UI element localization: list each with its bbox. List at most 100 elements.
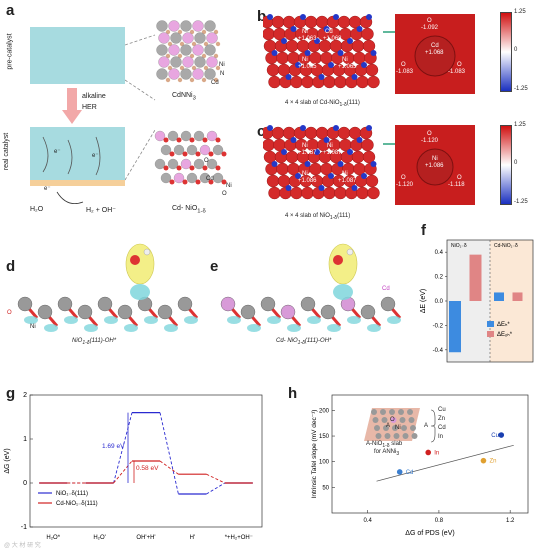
reaction-left: H₂O (30, 206, 44, 213)
colorbar-b-max: 1.25 (514, 9, 526, 15)
h-point-label: Cd (406, 470, 414, 476)
h-point (498, 432, 505, 438)
inset-legend-zn: Zn (438, 416, 446, 422)
alkaline-label: alkaline (82, 93, 106, 100)
f-ytick-label: 0.0 (435, 299, 444, 305)
charge-c-val4: +1.087 (338, 178, 357, 184)
electron-flow-arrows (42, 136, 101, 176)
f-ytick-label: 0.2 (435, 275, 444, 281)
h-xlabel: ΔG of PDS (eV) (405, 530, 454, 537)
inset-caption-2: for ANNi3 (374, 449, 400, 458)
crystal-cd-label-2: Cd (206, 176, 214, 182)
inset-a-label: A (424, 423, 429, 429)
panel-d-letter: d (6, 258, 16, 275)
charge-c-val3: +1.086 (298, 178, 317, 184)
f-group-label: NiO₁₋δ (451, 243, 467, 249)
h-point (425, 449, 432, 456)
panel-b-letter: b (257, 8, 267, 25)
f-legend-label: ΔEₒₕ* (497, 332, 513, 338)
g-ylabel: ΔG (eV) (4, 448, 11, 473)
crystal-n-label: N (220, 71, 225, 77)
d-ni-label: Ni (30, 324, 36, 330)
real-catalyst-box (30, 127, 125, 184)
colorbar-c-min: -1.25 (514, 199, 528, 205)
g-xtick-label: H₂O* (46, 535, 60, 541)
e-cd-label: Cd (382, 286, 390, 292)
panel-h-letter: h (288, 385, 298, 402)
h-fit-line (376, 444, 514, 482)
zoom-b-val4: -1.083 (448, 69, 466, 75)
pre-catalyst-label: pre-catalyst (6, 33, 14, 70)
f-group-label: Cd-NiO₁₋δ (494, 243, 518, 249)
h-xtick-label: 0.4 (363, 518, 372, 524)
h-ylabel: Intrinsic Tafel slope (mV dec⁻¹) (311, 410, 318, 499)
f-legend-swatch (487, 321, 494, 327)
f-ytick-label: -0.4 (433, 348, 444, 354)
cd-nio-crystal (154, 130, 227, 185)
charge-c-ni3: Ni (302, 171, 308, 177)
zoom-c-o2: O (401, 175, 406, 181)
zoom-b-o1: O (427, 18, 432, 24)
zoom-b-val2: +1.068 (425, 50, 444, 56)
g-legend-label: Cd-NiO₁₋δ(111) (56, 501, 98, 507)
inset-legend-cd: Cd (438, 425, 446, 431)
crystal-cd-label: Cd (211, 80, 219, 86)
d-caption: NiO1-δ(111)-OH* (72, 338, 117, 347)
h-point (480, 457, 487, 464)
h-point-label: Zn (489, 459, 496, 465)
slab-b-caption: 4 × 4 slab of Cd-NiO1-δ(111) (285, 100, 360, 109)
charge-b-ni2: Ni (302, 57, 308, 63)
g-xtick-label: H₂O' (93, 535, 105, 541)
h-ytick-label: 50 (322, 485, 329, 491)
dashed-connectors (125, 34, 156, 181)
h-point-label: In (434, 450, 439, 456)
colorbar-c-max: 1.25 (514, 122, 526, 128)
panel-a-letter: a (6, 2, 15, 19)
her-label: HER (82, 104, 97, 111)
g-ytick-label: -1 (21, 524, 27, 531)
pre-catalyst-box (30, 27, 125, 84)
panel-e: e Cd Cd- NiO1-δ(111)-OH* (210, 232, 415, 362)
f-legend-swatch (487, 331, 494, 337)
panel-g-letter: g (6, 385, 16, 402)
zoom-c-render (395, 125, 475, 205)
reaction-arrow-icon (56, 191, 84, 205)
inset-ni: Ni (395, 425, 401, 431)
charge-c-val1: +1.087 (298, 150, 317, 156)
h-ytick-label: 200 (319, 408, 330, 414)
slab-c-render (263, 125, 380, 200)
zoom-c-o3: O (457, 175, 462, 181)
colorbar-b-min: -1.25 (514, 86, 528, 92)
g-xtick-label: H' (190, 535, 195, 541)
charge-b-val3: +1.065 (298, 64, 317, 70)
f-bar (512, 292, 523, 301)
inset-legend-in: In (438, 434, 444, 440)
colorbar-b-zero: 0 (514, 47, 518, 53)
f-ytick-label: 0.4 (435, 250, 444, 256)
zoom-b-render (395, 14, 475, 94)
charge-c-ni2: Ni (327, 143, 333, 149)
isosurface-d-render (17, 243, 199, 332)
charge-c-ni4: Ni (342, 171, 348, 177)
g-xtick-label: *+H₂+OH⁻ (225, 535, 253, 541)
f-bar (449, 301, 461, 353)
panel-h: h 0.4 0.8 1.2 50 100 150 200 ΔG of PDS (eV) Intr… (270, 385, 538, 551)
zoom-b-o3: O (457, 62, 462, 68)
slab-b-render (263, 14, 380, 89)
g-xtick-label: OH'+H' (136, 535, 155, 541)
f-ytick-label: -0.2 (433, 323, 444, 329)
g-legend-label: NiO₁₋δ(111) (56, 491, 88, 497)
h-xtick-label: 1.2 (506, 518, 515, 524)
d-o-label: O (7, 310, 12, 316)
h-inset-slab (364, 408, 420, 441)
panel-a: a pre-catalyst alkaline HER real catalys… (0, 0, 245, 230)
colorbar-c (500, 125, 512, 205)
charge-b-cd: Cd (325, 29, 333, 35)
panel-g: g -1 0 1 2 ΔG (eV) H₂O* H₂O' OH'+H' H' *+H₂+OH⁻ Ni… (0, 385, 270, 551)
g-annotation-1: 1.69 eV (102, 443, 125, 450)
panel-b: b Ni +1.063 Cd +1.068 Ni +1.065 Ni +1.06… (245, 0, 538, 115)
f-ylabel: ΔE (eV) (420, 289, 427, 314)
charge-b-val2: +1.068 (323, 36, 342, 42)
f-bar (469, 254, 482, 301)
f-bar (494, 292, 504, 301)
